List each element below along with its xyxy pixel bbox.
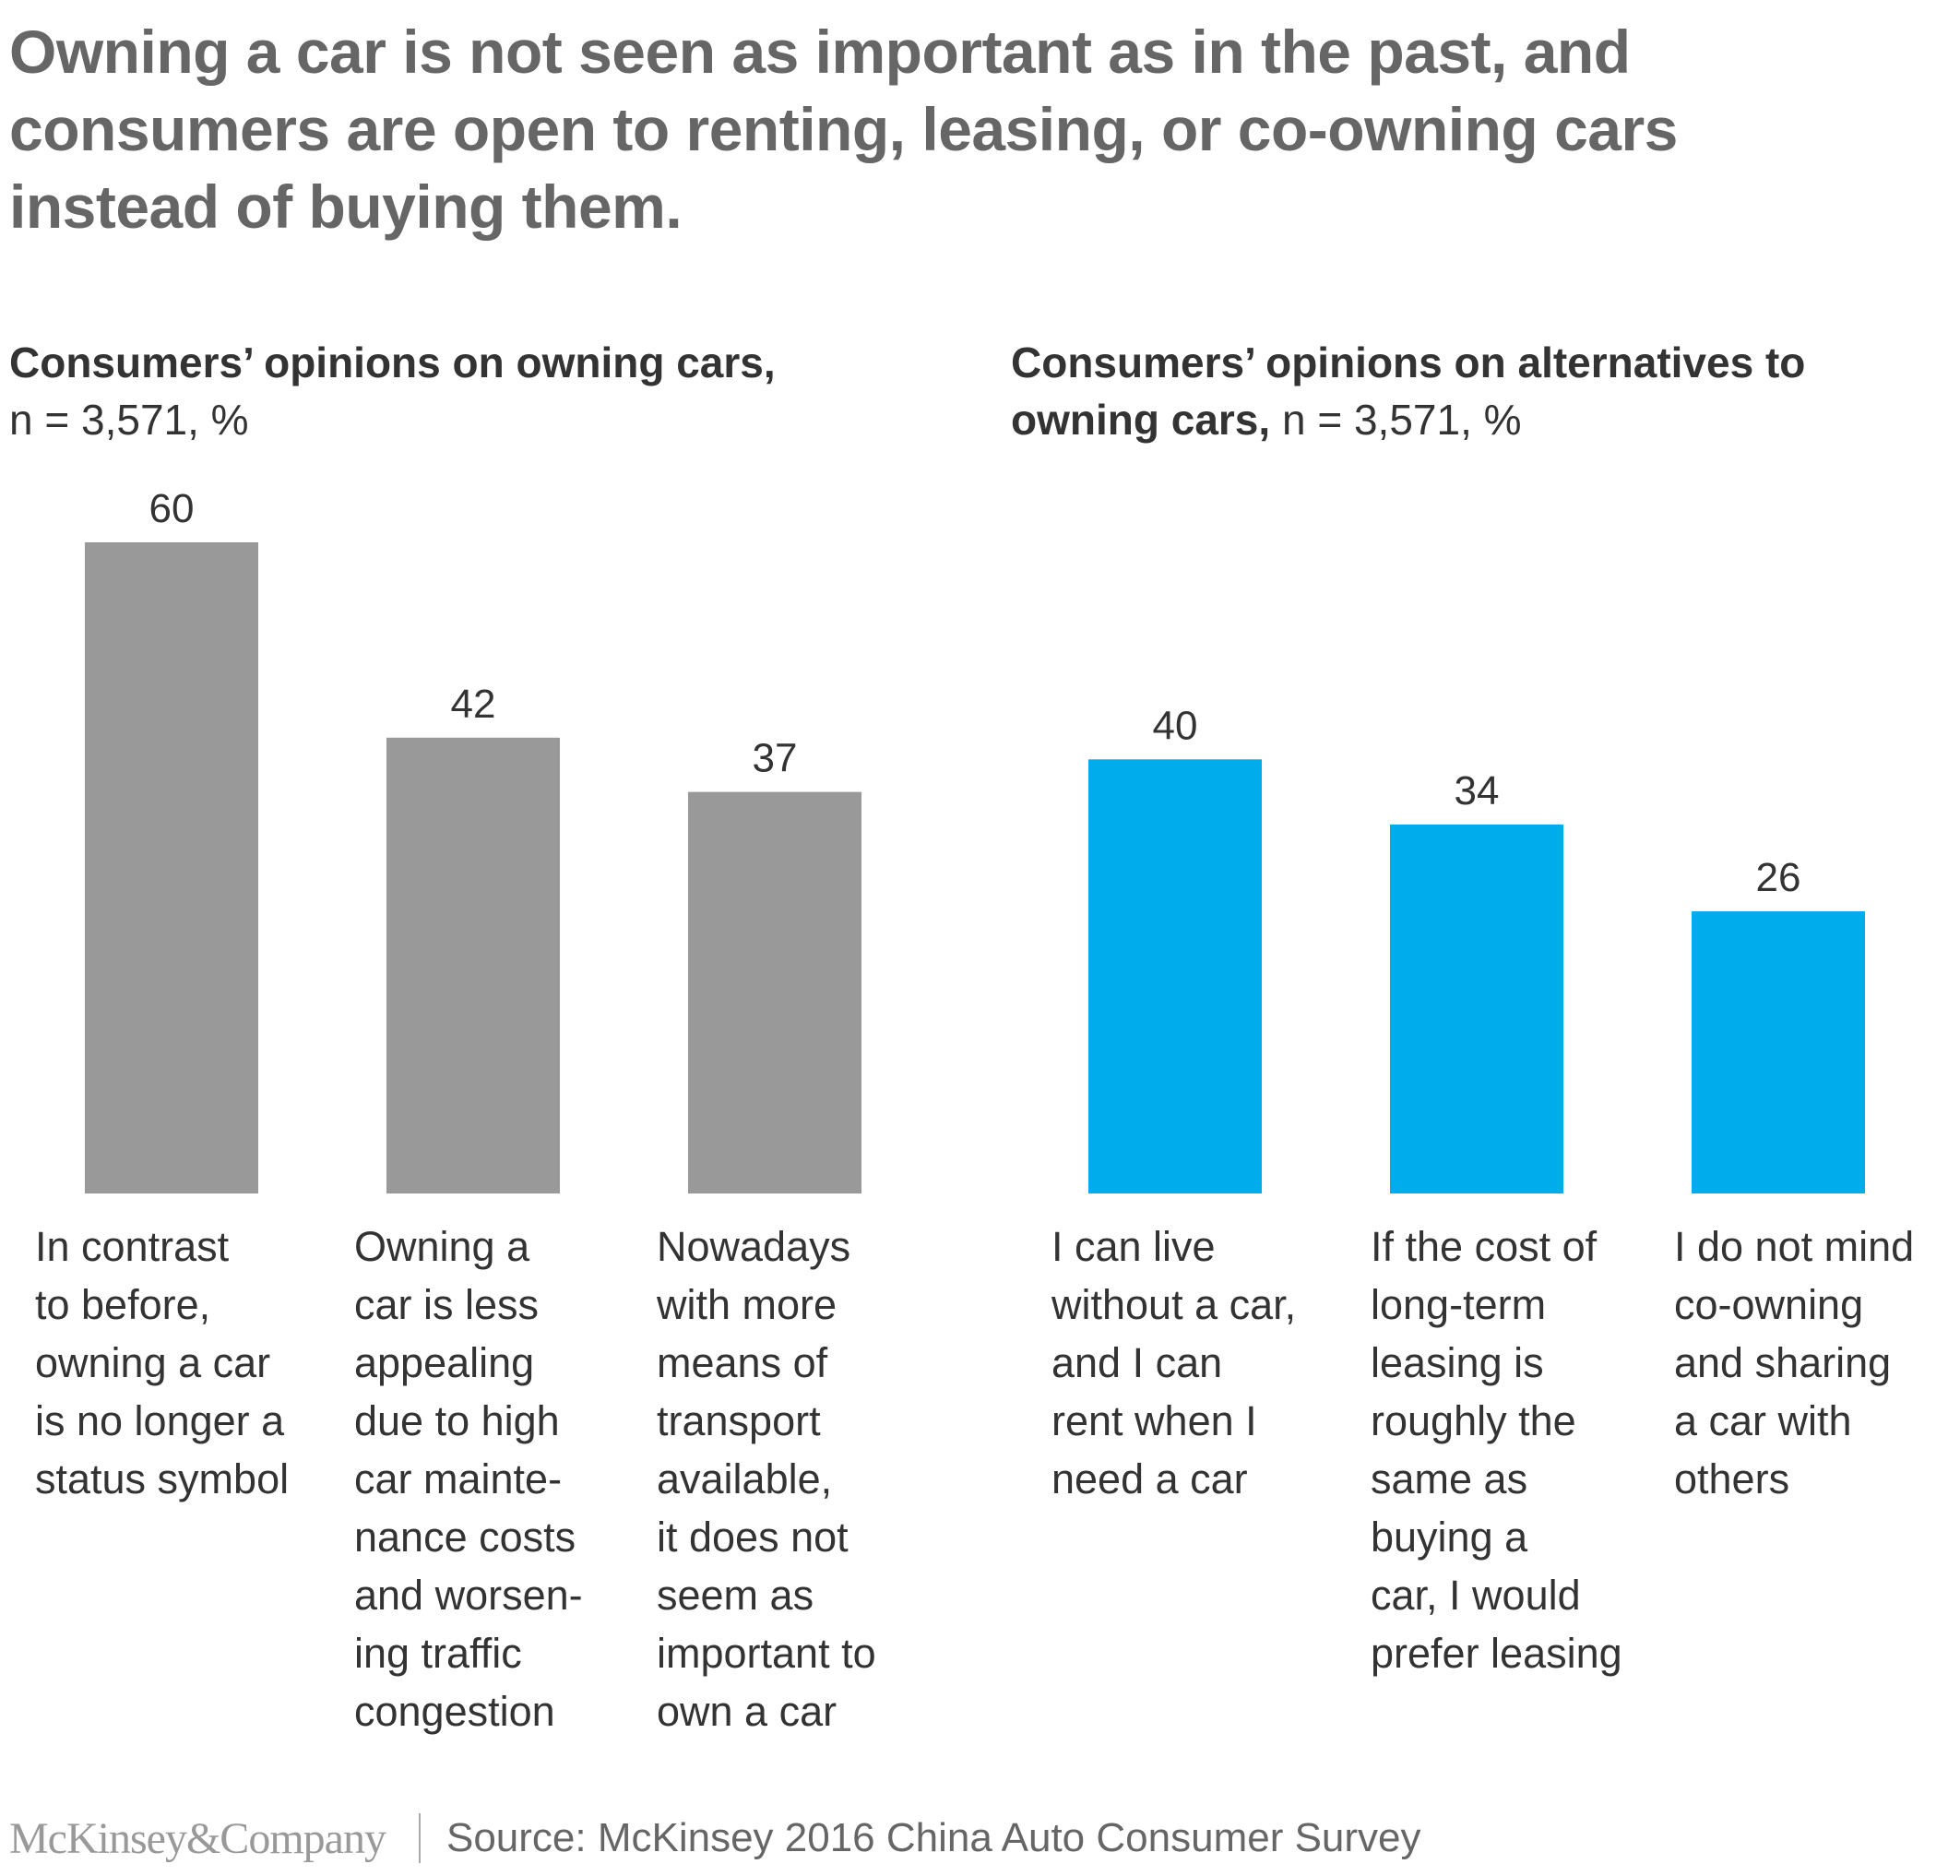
mckinsey-logo: McKinsey&Company: [9, 1813, 386, 1863]
bar-alternatives-3: [1692, 911, 1865, 1193]
source-note: Source: McKinsey 2016 China Auto Consume…: [445, 1815, 1421, 1860]
value-label: 26: [1756, 855, 1801, 900]
category-label: In contrast to before, owning a car is n…: [35, 1223, 290, 1502]
bar-alternatives-1: [1088, 759, 1262, 1193]
bar-alternatives-2: [1390, 824, 1563, 1193]
bar-owning-1: [85, 542, 258, 1193]
chart-title: Owning a car is not seen as important as…: [9, 18, 1678, 241]
left-subtitle-bold: Consumers’ opinions on owning cars,: [9, 338, 776, 386]
left-chart-subtitle: Consumers’ opinions on owning cars, n = …: [9, 334, 978, 448]
value-label: 60: [149, 486, 195, 531]
category-label: I can live without a car, and I can rent…: [1051, 1223, 1297, 1502]
bar-charts: 60 42 37 40 34 26: [85, 486, 1865, 1193]
value-label: 42: [451, 682, 496, 727]
value-label: 34: [1455, 768, 1500, 813]
value-label: 40: [1153, 703, 1198, 748]
left-subtitle-regular: n = 3,571, %: [9, 396, 249, 444]
value-label: 37: [753, 736, 798, 781]
category-label: If the cost of long-term leasing is roug…: [1371, 1223, 1622, 1677]
footer: McKinsey&Company Source: McKinsey 2016 C…: [9, 1806, 1421, 1870]
right-chart-subtitle: Consumers’ opinions on alternatives to o…: [1011, 334, 1952, 448]
footer-divider: [418, 1813, 421, 1863]
right-subtitle-regular: n = 3,571, %: [1281, 396, 1522, 444]
category-label: Nowadays with more means of transport av…: [657, 1223, 876, 1735]
bar-owning-2: [386, 737, 560, 1193]
category-label: I do not mind co-owning and sharing a ca…: [1674, 1223, 1915, 1502]
bar-owning-3: [688, 791, 861, 1193]
category-label: Owning a car is less appealing due to hi…: [354, 1223, 583, 1735]
right-subtitle-bold: Consumers’ opinions on alternatives to o…: [1011, 338, 1806, 444]
